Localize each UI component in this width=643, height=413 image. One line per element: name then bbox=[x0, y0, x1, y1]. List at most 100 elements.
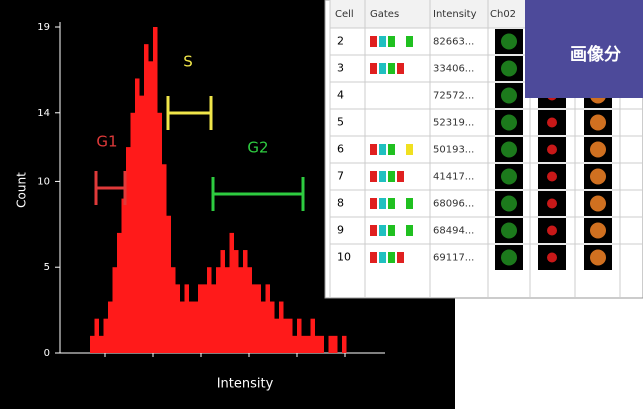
bar bbox=[292, 335, 297, 353]
intensity: 68096... bbox=[433, 199, 474, 210]
cell-number: 9 bbox=[337, 224, 344, 237]
cell-blob bbox=[547, 144, 557, 155]
bar bbox=[99, 335, 104, 353]
bar bbox=[333, 335, 338, 353]
bar bbox=[211, 284, 216, 353]
intensity: 52319... bbox=[433, 118, 474, 129]
bar bbox=[130, 112, 135, 353]
bar bbox=[139, 95, 144, 353]
intensity: 41417... bbox=[433, 172, 474, 183]
intensity: 33406... bbox=[433, 64, 474, 75]
bar bbox=[153, 27, 158, 353]
column-header: Cell bbox=[335, 9, 354, 20]
bar bbox=[306, 335, 311, 353]
intensity: 72572... bbox=[433, 91, 474, 102]
bar bbox=[202, 284, 207, 353]
gate-chip bbox=[406, 198, 413, 209]
histogram: 0 5 10 14 19 G1 S G2 bbox=[37, 22, 347, 359]
gate-chip bbox=[406, 225, 413, 236]
gate-chip bbox=[388, 252, 395, 263]
cell-blob bbox=[547, 252, 557, 263]
cell-blob bbox=[547, 198, 557, 209]
bar bbox=[171, 267, 176, 353]
bar bbox=[126, 147, 131, 353]
x-label: Intensity bbox=[217, 377, 274, 392]
bar bbox=[198, 284, 203, 353]
cell-number: 5 bbox=[337, 116, 344, 129]
gate-chip bbox=[388, 225, 395, 236]
bar bbox=[319, 335, 324, 353]
intensity: 69117... bbox=[433, 253, 474, 264]
bar bbox=[315, 335, 320, 353]
gate-label: S bbox=[183, 53, 193, 71]
gate-chip bbox=[370, 36, 377, 47]
cell-number: 2 bbox=[337, 35, 344, 48]
bar bbox=[189, 301, 194, 353]
gate-chip bbox=[406, 144, 413, 155]
bar bbox=[283, 318, 288, 353]
gate-chip bbox=[370, 252, 377, 263]
cell-blob bbox=[590, 168, 606, 185]
bar bbox=[252, 284, 257, 353]
cell-blob bbox=[590, 222, 606, 239]
bar bbox=[261, 301, 266, 353]
bar bbox=[157, 112, 162, 353]
bar bbox=[270, 301, 275, 353]
cell-number: 3 bbox=[337, 62, 344, 75]
cell-number: 7 bbox=[337, 170, 344, 183]
cell-number: 4 bbox=[337, 89, 344, 102]
y-tick-label: 14 bbox=[37, 108, 50, 119]
cell-number: 8 bbox=[337, 197, 344, 210]
intensity: 50193... bbox=[433, 145, 474, 156]
bar bbox=[108, 301, 113, 353]
cell-blob bbox=[501, 60, 517, 77]
bar bbox=[216, 267, 221, 353]
cell-blob bbox=[501, 249, 517, 266]
bar bbox=[328, 335, 333, 353]
gate-chip bbox=[406, 36, 413, 47]
column-header: Ch02 bbox=[490, 9, 516, 20]
cell-blob bbox=[547, 225, 557, 236]
bar bbox=[162, 164, 167, 353]
gate-chip bbox=[379, 36, 386, 47]
bar bbox=[279, 301, 284, 353]
bar bbox=[117, 232, 122, 353]
bar bbox=[229, 232, 234, 353]
bar bbox=[135, 78, 140, 353]
gate-chip bbox=[379, 63, 386, 74]
gate-chip bbox=[388, 144, 395, 155]
banner-text: 画像分 bbox=[570, 45, 621, 65]
gate-chip bbox=[370, 63, 377, 74]
bar bbox=[90, 335, 95, 353]
bar bbox=[238, 267, 243, 353]
bar bbox=[243, 250, 248, 353]
bar bbox=[184, 284, 189, 353]
cell-blob bbox=[501, 222, 517, 239]
bar bbox=[220, 250, 225, 353]
gate-chip bbox=[379, 252, 386, 263]
bar bbox=[225, 267, 230, 353]
cell-blob bbox=[590, 141, 606, 158]
y-tick-label: 0 bbox=[44, 348, 50, 359]
bar bbox=[103, 318, 108, 353]
cell-blob bbox=[547, 171, 557, 182]
gate-chip bbox=[379, 225, 386, 236]
gate-chip bbox=[397, 63, 404, 74]
cell-blob bbox=[501, 195, 517, 212]
gate-chip bbox=[370, 225, 377, 236]
bar bbox=[112, 267, 117, 353]
cell-blob bbox=[501, 33, 517, 50]
gate-chip bbox=[388, 36, 395, 47]
cell-blob bbox=[501, 87, 517, 104]
bar bbox=[265, 284, 270, 353]
bar bbox=[144, 44, 149, 353]
cell-number: 10 bbox=[337, 251, 351, 264]
gate-chip bbox=[388, 63, 395, 74]
gate-chip bbox=[397, 171, 404, 182]
cell-blob bbox=[501, 114, 517, 131]
cell-blob bbox=[590, 195, 606, 212]
gate-chip bbox=[388, 171, 395, 182]
y-label: Count bbox=[15, 172, 29, 208]
column-header: Intensity bbox=[433, 9, 477, 20]
